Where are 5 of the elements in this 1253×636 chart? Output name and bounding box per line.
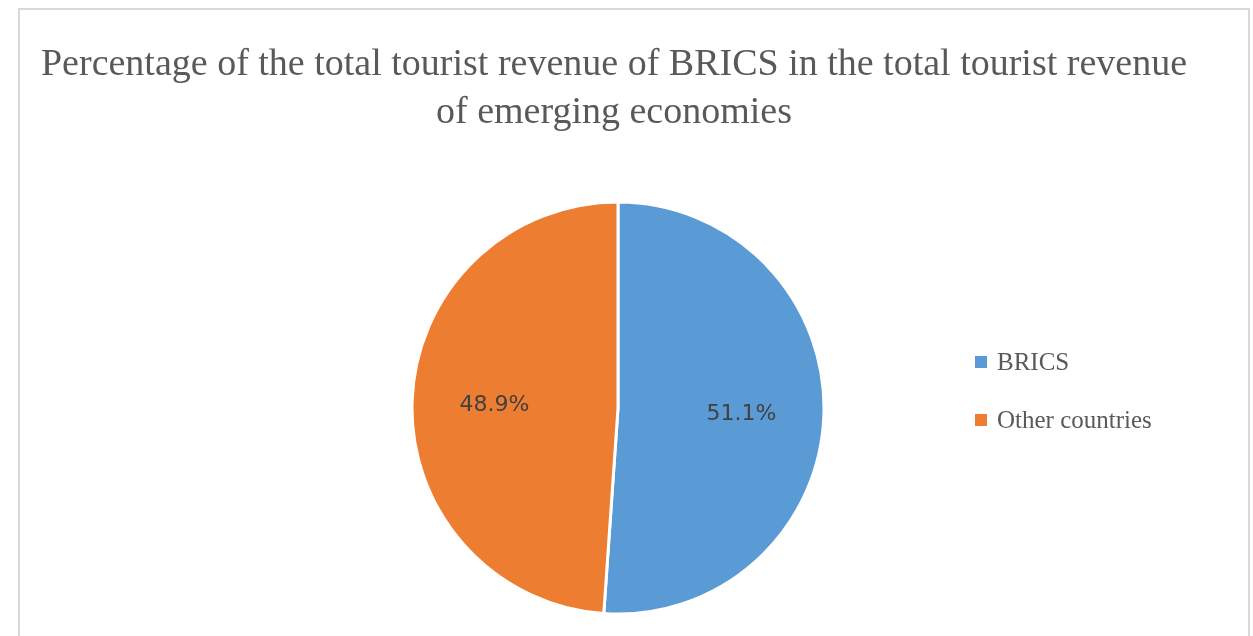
legend-label: Other countries: [997, 406, 1152, 434]
data-label: 48.9%: [459, 391, 530, 417]
data-label: 51.1%: [706, 399, 777, 425]
chart-title: Percentage of the total tourist revenue of BRICS in the total tourist revenue of emerging economies: [40, 40, 1188, 133]
legend-label: BRICS: [997, 348, 1070, 376]
